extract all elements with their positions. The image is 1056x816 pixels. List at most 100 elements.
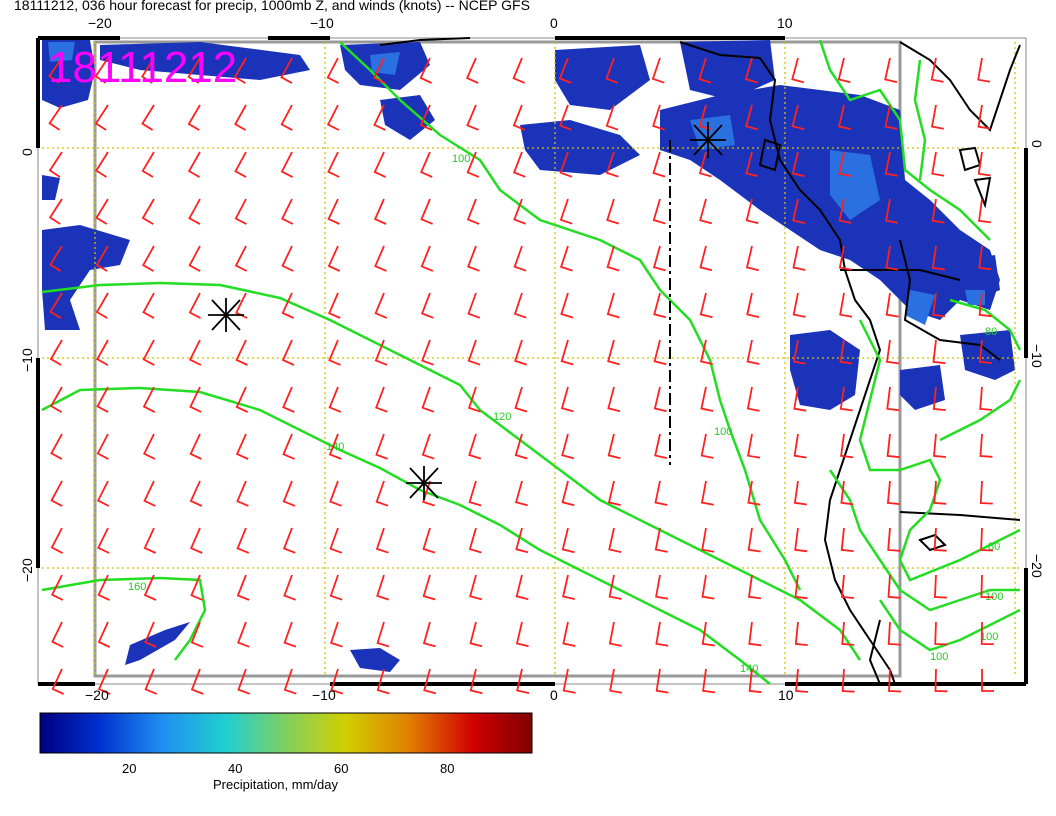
wind-barb bbox=[514, 386, 528, 413]
wind-barb bbox=[96, 339, 109, 366]
wind-barb bbox=[143, 480, 156, 507]
wind-barb bbox=[884, 151, 898, 177]
wind-barb bbox=[607, 339, 620, 366]
wind-barb bbox=[422, 574, 436, 601]
wind-barb bbox=[422, 621, 436, 648]
lat-tick: −20 bbox=[1029, 554, 1045, 578]
wind-barb bbox=[467, 245, 480, 272]
wind-barb bbox=[373, 104, 386, 131]
wind-barb bbox=[886, 480, 900, 505]
wind-barb bbox=[330, 668, 344, 695]
wind-barb bbox=[466, 198, 480, 225]
wind-barb bbox=[281, 292, 294, 319]
lat-tick: −10 bbox=[19, 348, 35, 372]
lon-ticks-top: −20 −10 0 10 bbox=[88, 15, 793, 31]
wind-barb bbox=[468, 433, 482, 460]
wind-barb bbox=[95, 151, 109, 178]
wind-barb bbox=[934, 668, 948, 693]
wind-barb bbox=[235, 386, 249, 413]
wind-barb bbox=[467, 292, 481, 319]
wind-barb bbox=[655, 574, 669, 600]
wind-barb bbox=[280, 57, 293, 84]
wind-barb bbox=[748, 668, 762, 694]
wind-barb bbox=[933, 527, 947, 552]
colorbar-tick: 60 bbox=[334, 761, 348, 776]
contour-label: 100 bbox=[980, 631, 998, 643]
wind-barb bbox=[421, 433, 435, 460]
wind-barb bbox=[280, 104, 293, 131]
lat-tick: 0 bbox=[19, 148, 35, 156]
wind-barb bbox=[885, 198, 899, 224]
wind-barb bbox=[748, 621, 762, 647]
wind-barb bbox=[978, 339, 992, 364]
wind-barb bbox=[282, 527, 296, 554]
wind-barb bbox=[188, 339, 202, 366]
wind-barb bbox=[702, 668, 716, 694]
wind-barb bbox=[95, 292, 109, 319]
wind-barb bbox=[514, 339, 527, 366]
wind-barb bbox=[96, 386, 109, 413]
wind-barb bbox=[701, 574, 715, 600]
wind-barb bbox=[465, 57, 479, 84]
wind-barb bbox=[560, 386, 574, 413]
wind-barb bbox=[561, 433, 575, 460]
colorbar-title: Precipitation, mm/day bbox=[213, 777, 338, 792]
wind-barb bbox=[375, 480, 389, 507]
wind-barb bbox=[375, 527, 389, 554]
wind-barb bbox=[654, 527, 668, 553]
lat-tick: 0 bbox=[1029, 140, 1045, 148]
wind-barb bbox=[282, 433, 295, 460]
wind-barb bbox=[466, 151, 480, 178]
wind-barb bbox=[606, 198, 619, 225]
wind-barb bbox=[745, 198, 759, 225]
wind-barb bbox=[190, 574, 203, 601]
colorbar: 20 40 60 80 Precipitation, mm/day bbox=[39, 712, 533, 792]
wind-barb bbox=[187, 104, 201, 131]
wind-barb bbox=[328, 292, 341, 319]
wind-barb bbox=[932, 386, 946, 411]
wind-barb bbox=[794, 621, 808, 646]
wind-barb bbox=[468, 480, 482, 507]
wind-barb bbox=[838, 151, 852, 177]
wind-barb bbox=[49, 339, 63, 366]
wind-barb bbox=[839, 339, 853, 365]
contour-label: 100 bbox=[714, 426, 732, 438]
wind-barb bbox=[328, 433, 342, 460]
wind-barb bbox=[373, 57, 386, 84]
wind-barb bbox=[605, 104, 619, 131]
wind-barb bbox=[188, 292, 201, 319]
wind-barb bbox=[934, 621, 948, 646]
wind-barb bbox=[978, 245, 992, 271]
wind-barb bbox=[97, 668, 111, 695]
wind-barb bbox=[561, 480, 575, 507]
wind-barb bbox=[235, 292, 248, 319]
wind-barb bbox=[236, 480, 249, 507]
wind-barb bbox=[50, 480, 63, 507]
wind-barb bbox=[236, 527, 250, 554]
wind-barb bbox=[469, 574, 483, 601]
wind-barb bbox=[235, 433, 249, 460]
wind-barb bbox=[792, 198, 806, 224]
wind-barb bbox=[791, 104, 805, 131]
wind-barb bbox=[747, 527, 761, 553]
wind-barb bbox=[327, 198, 340, 225]
wind-barb bbox=[140, 57, 155, 84]
lat-lon-grid bbox=[42, 42, 1020, 676]
wind-barb bbox=[97, 527, 110, 554]
wind-barb bbox=[237, 668, 251, 695]
wind-barb bbox=[795, 668, 809, 693]
wind-barb bbox=[979, 433, 993, 458]
wind-barb bbox=[932, 292, 946, 318]
wind-barb bbox=[234, 198, 247, 225]
wind-barb bbox=[884, 104, 898, 130]
wind-barb bbox=[977, 57, 991, 83]
wind-barb bbox=[94, 104, 109, 131]
wind-barb bbox=[653, 339, 667, 366]
wind-barb bbox=[376, 668, 390, 695]
wind-barb bbox=[609, 668, 623, 694]
wind-barb bbox=[746, 386, 760, 412]
wind-barb bbox=[283, 574, 296, 601]
wind-barb bbox=[97, 621, 111, 648]
wind-barb bbox=[700, 386, 714, 412]
wind-barb bbox=[562, 574, 575, 600]
